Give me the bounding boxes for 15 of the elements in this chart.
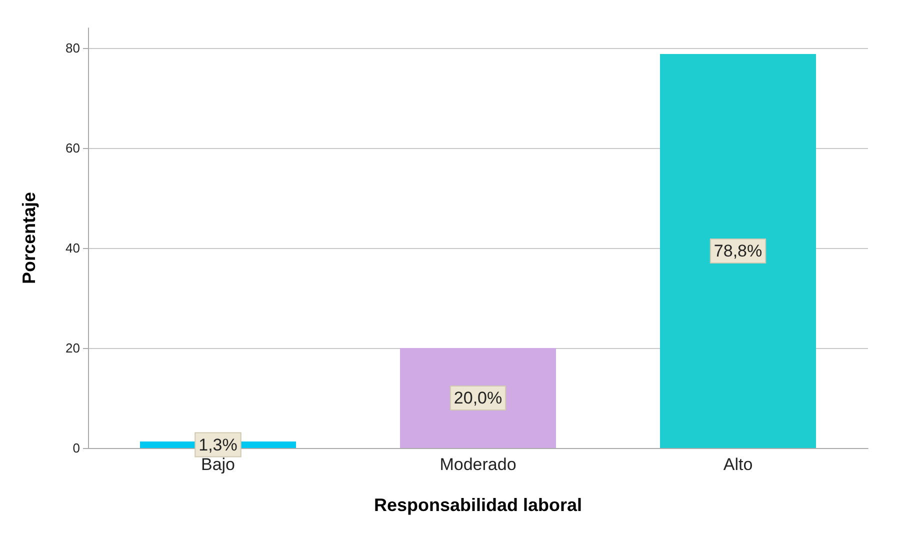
data-label: 1,3% [198,435,238,454]
y-tick-label: 0 [72,440,80,456]
data-label: 78,8% [714,242,762,260]
y-tick-label: 80 [66,40,80,56]
y-tick-label: 20 [66,340,80,356]
bar [400,348,556,448]
x-tick-label: Alto [723,455,753,474]
y-tick-label: 60 [66,140,80,156]
y-axis-title: Porcentaje [19,192,39,284]
x-axis-title: Responsabilidad laboral [374,495,582,515]
y-tick-label: 40 [66,240,80,256]
data-label: 20,0% [454,388,502,408]
x-tick-label: Moderado [440,455,516,474]
bar [660,54,816,448]
x-tick-label: Bajo [200,455,236,474]
